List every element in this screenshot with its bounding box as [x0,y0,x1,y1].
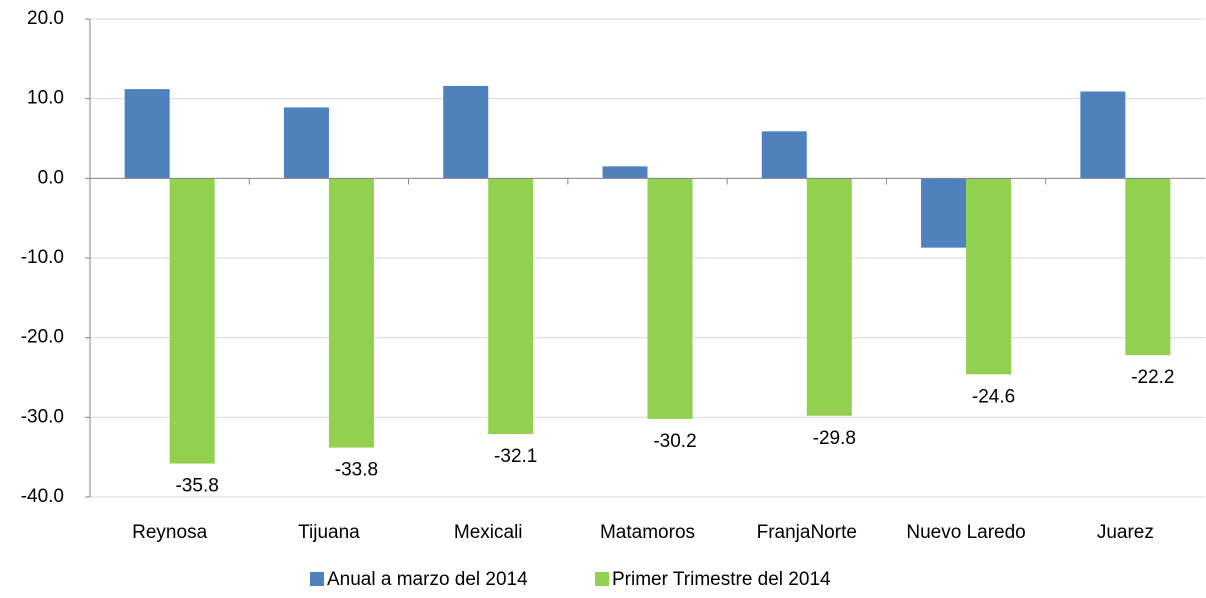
bar [806,178,852,416]
bar [169,178,215,464]
data-label: -24.6 [972,386,1015,407]
y-tick-label: -10.0 [21,247,64,268]
y-tick-label: -20.0 [21,327,64,348]
bar [443,85,489,179]
x-tick-label: Nuevo Laredo [906,522,1025,543]
data-label: -33.8 [335,460,378,481]
x-tick-label: FranjaNorte [757,522,857,543]
x-tick-label: Tijuana [298,522,360,543]
x-tick-label: Mexicali [454,522,523,543]
bar [602,166,648,179]
bar [283,107,329,179]
data-label: -35.8 [175,476,218,497]
legend-label: Anual a marzo del 2014 [327,569,528,590]
bar [761,131,807,179]
bar [1125,178,1171,356]
data-label: -29.8 [813,428,856,449]
bar [966,178,1012,375]
legend-swatch [310,572,324,586]
x-tick-label: Reynosa [132,522,207,543]
y-tick-label: -30.0 [21,406,64,427]
data-label: -22.2 [1131,367,1174,388]
bar [921,178,967,248]
y-tick-label: 20.0 [27,8,64,29]
x-tick-label: Matamoros [600,522,695,543]
y-tick-label: 10.0 [27,88,64,109]
legend-label: Primer Trimestre del 2014 [612,569,831,590]
bar [647,178,693,419]
x-tick-label: Juarez [1097,522,1154,543]
y-tick-label: -40.0 [21,486,64,507]
bar [1080,91,1126,179]
bar [124,89,170,179]
legend-swatch [595,572,609,586]
data-label: -32.1 [494,446,537,467]
bar [488,178,534,435]
bar [328,178,374,448]
data-label: -30.2 [653,431,696,452]
y-tick-label: 0.0 [38,167,64,188]
